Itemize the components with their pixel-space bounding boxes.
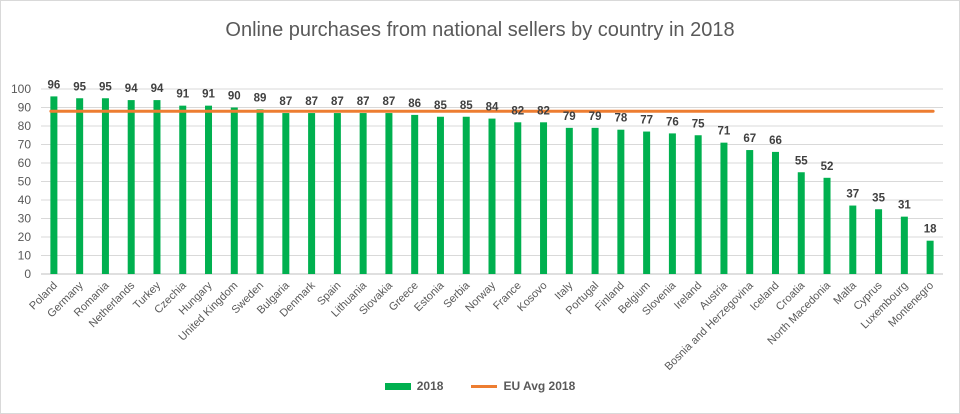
y-tick-label: 20: [18, 230, 32, 244]
bar: [282, 113, 290, 274]
data-label: 82: [511, 105, 524, 117]
y-tick-label: 100: [11, 82, 31, 96]
data-label: 94: [151, 83, 164, 95]
bar: [746, 150, 754, 274]
bar: [849, 205, 857, 274]
bar: [823, 177, 831, 274]
bar: [205, 105, 213, 275]
data-label: 55: [795, 155, 808, 167]
y-tick-label: 60: [18, 156, 32, 170]
data-label: 31: [898, 200, 911, 212]
data-label: 86: [408, 98, 421, 110]
data-label: 94: [125, 83, 138, 95]
bar: [771, 151, 779, 274]
data-label: 87: [305, 96, 318, 108]
data-label: 87: [279, 96, 292, 108]
bar: [926, 240, 934, 274]
bar: [179, 105, 187, 275]
data-label: 87: [357, 96, 370, 108]
data-label: 96: [47, 79, 60, 91]
data-label: 95: [73, 81, 86, 93]
data-label: 82: [537, 105, 550, 117]
data-label: 75: [692, 118, 705, 130]
data-label: 78: [614, 113, 627, 125]
data-label: 76: [666, 116, 679, 128]
data-label: 89: [254, 92, 267, 104]
data-label: 79: [589, 111, 602, 123]
data-label: 87: [383, 96, 396, 108]
data-label: 90: [228, 91, 241, 103]
y-tick-label: 50: [18, 175, 32, 189]
bar: [230, 107, 238, 274]
data-label: 35: [872, 192, 885, 204]
legend-item-line: EU Avg 2018: [471, 379, 575, 393]
y-tick-label: 0: [24, 267, 31, 281]
data-labels: 96 95 95 94 94 91 91 90 89 87 87 87 87 87 86 85 85 84 82 82…: [47, 79, 937, 235]
data-label: 37: [846, 189, 859, 201]
bar: [514, 122, 522, 274]
legend-label-bars: 2018: [416, 379, 444, 393]
data-label: 84: [486, 102, 499, 114]
bar: [436, 116, 444, 274]
bar: [256, 109, 264, 274]
bar: [668, 133, 676, 274]
bar: [101, 98, 109, 274]
bar: [153, 100, 161, 274]
y-tick-label: 30: [18, 212, 32, 226]
data-label: 79: [563, 111, 576, 123]
data-label: 71: [718, 126, 731, 138]
data-label: 66: [769, 135, 782, 147]
data-label: 91: [202, 89, 215, 101]
data-label: 67: [743, 133, 756, 145]
x-tick-label: Estonia: [412, 279, 447, 314]
data-label: 85: [434, 100, 447, 112]
y-tick-label: 40: [18, 193, 32, 207]
bar: [720, 142, 728, 274]
bar: [643, 131, 651, 274]
legend-swatch-bar: [384, 382, 411, 390]
legend-label-line: EU Avg 2018: [503, 379, 576, 393]
bar: [617, 129, 625, 274]
chart-title: Online purchases from national sellers b…: [225, 19, 735, 41]
y-tick-label: 10: [18, 249, 32, 263]
bar: [359, 113, 367, 274]
legend-swatch-line: [471, 384, 498, 388]
bar: [333, 113, 341, 274]
data-label: 52: [821, 161, 834, 173]
bar: [76, 98, 84, 274]
bar: [127, 100, 135, 274]
y-tick-label: 70: [18, 138, 32, 152]
data-label: 87: [331, 96, 344, 108]
bar: [308, 113, 316, 274]
bar: [591, 127, 599, 274]
bar: [694, 135, 702, 274]
bar: [488, 118, 496, 274]
data-label: 91: [176, 89, 189, 101]
y-axis-ticks: 0 10 20 30 40 50 60 70 80 90 100: [11, 82, 31, 281]
data-label: 77: [640, 115, 653, 127]
bar: [875, 209, 883, 274]
bar: [565, 127, 573, 274]
bar: [50, 96, 58, 275]
legend-item-bars: 2018: [384, 379, 444, 393]
data-label: 18: [924, 224, 937, 236]
data-label: 95: [99, 81, 112, 93]
bar: [540, 122, 548, 274]
bar: [900, 216, 908, 274]
bar: [797, 172, 805, 274]
bar-series: [50, 96, 934, 275]
y-tick-label: 90: [18, 101, 32, 115]
bar: [385, 113, 393, 274]
bar: [411, 114, 419, 275]
data-label: 85: [460, 100, 473, 112]
x-axis-labels: PolandGermanyRomaniaNetherlandsTurkeyCze…: [27, 279, 936, 373]
bar: [462, 116, 470, 274]
y-tick-label: 80: [18, 119, 32, 133]
legend: 2018 EU Avg 2018: [1, 379, 959, 393]
